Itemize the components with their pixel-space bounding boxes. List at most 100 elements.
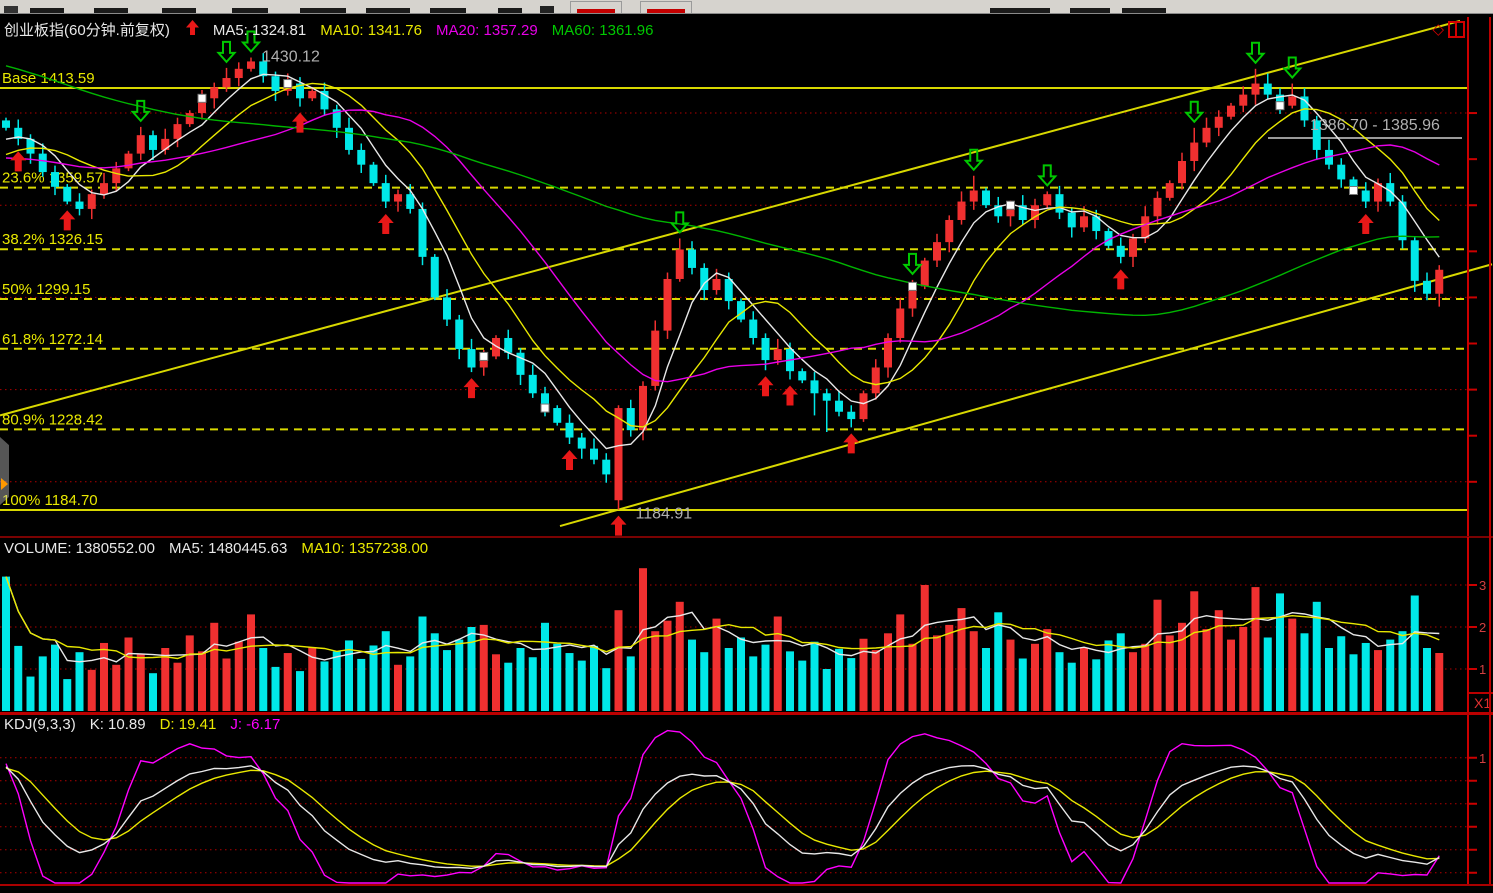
volume-bar[interactable] bbox=[210, 622, 219, 711]
volume-bar[interactable] bbox=[700, 652, 709, 711]
volume-bar[interactable] bbox=[283, 653, 292, 711]
volume-bar[interactable] bbox=[418, 616, 427, 712]
candle[interactable] bbox=[737, 298, 745, 323]
volume-bar[interactable] bbox=[798, 660, 807, 711]
anchor-square-icon[interactable] bbox=[540, 403, 550, 413]
candle[interactable] bbox=[1239, 86, 1248, 113]
volume-bar[interactable] bbox=[63, 679, 72, 711]
volume-bar[interactable] bbox=[1251, 587, 1260, 711]
volume-bar[interactable] bbox=[1227, 639, 1235, 711]
anchor-square-icon[interactable] bbox=[908, 281, 917, 291]
volume-bar[interactable] bbox=[896, 614, 905, 711]
volume-bar[interactable] bbox=[406, 656, 415, 711]
volume-bar[interactable] bbox=[577, 660, 586, 711]
volume-bar[interactable] bbox=[504, 662, 513, 711]
volume-bar[interactable] bbox=[969, 631, 978, 711]
trendline[interactable] bbox=[0, 19, 1461, 417]
volume-bar[interactable] bbox=[810, 641, 819, 711]
candle[interactable] bbox=[455, 314, 464, 360]
candle[interactable] bbox=[1129, 233, 1137, 268]
candle[interactable] bbox=[553, 405, 562, 426]
candle[interactable] bbox=[847, 405, 856, 428]
anchor-square-icon[interactable] bbox=[1006, 200, 1015, 210]
pane-label-x1[interactable]: X1 bbox=[1469, 692, 1493, 711]
volume-bar[interactable] bbox=[381, 631, 390, 711]
candle[interactable] bbox=[369, 161, 378, 186]
candle[interactable] bbox=[1337, 158, 1346, 188]
volume-bar[interactable] bbox=[822, 669, 831, 711]
volume-bar[interactable] bbox=[479, 624, 488, 711]
candle[interactable] bbox=[1288, 83, 1297, 109]
volume-bar[interactable] bbox=[749, 656, 758, 711]
volume-bar[interactable] bbox=[1337, 636, 1346, 711]
volume-bar[interactable] bbox=[394, 664, 402, 711]
menu-bar[interactable] bbox=[0, 0, 1493, 14]
candle[interactable] bbox=[859, 390, 868, 422]
toolbar-button-fragment[interactable] bbox=[570, 1, 622, 13]
volume-bar[interactable] bbox=[786, 651, 794, 711]
toolbar-button-fragment[interactable] bbox=[640, 1, 692, 13]
candle[interactable] bbox=[394, 189, 402, 212]
volume-bar[interactable] bbox=[222, 658, 231, 712]
candle[interactable] bbox=[933, 233, 941, 268]
candle[interactable] bbox=[222, 67, 231, 92]
candle[interactable] bbox=[345, 117, 353, 155]
volume-bar[interactable] bbox=[161, 648, 170, 711]
volume-bar[interactable] bbox=[528, 657, 537, 711]
volume-bar[interactable] bbox=[1398, 631, 1407, 711]
candle[interactable] bbox=[957, 191, 966, 225]
volume-bar[interactable] bbox=[553, 643, 562, 711]
candle[interactable] bbox=[51, 165, 59, 196]
candle[interactable] bbox=[185, 110, 194, 127]
candle[interactable] bbox=[1361, 182, 1370, 209]
menu-icon-fragment[interactable] bbox=[540, 6, 554, 13]
volume-bar[interactable] bbox=[1386, 639, 1395, 711]
volume-bar[interactable] bbox=[1067, 662, 1076, 711]
candle[interactable] bbox=[822, 388, 831, 433]
candle[interactable] bbox=[1116, 237, 1125, 264]
menu-item-fragment[interactable] bbox=[232, 8, 268, 13]
volume-bar[interactable] bbox=[75, 652, 84, 711]
volume-bar[interactable] bbox=[1190, 591, 1199, 711]
candle[interactable] bbox=[1178, 152, 1186, 190]
side-panel-expand-icon[interactable] bbox=[1, 478, 8, 490]
volume-bar[interactable] bbox=[1263, 637, 1272, 712]
volume-bar[interactable] bbox=[320, 661, 329, 711]
volume-bar[interactable] bbox=[38, 656, 47, 711]
volume-bar[interactable] bbox=[492, 654, 500, 711]
menu-item-fragment[interactable] bbox=[366, 8, 410, 13]
volume-bar[interactable] bbox=[308, 647, 317, 711]
volume-bar[interactable] bbox=[345, 640, 353, 711]
volume-bar[interactable] bbox=[614, 610, 623, 711]
candle[interactable] bbox=[418, 202, 427, 266]
volume-bar[interactable] bbox=[124, 637, 133, 712]
volume-bar[interactable] bbox=[2, 576, 10, 711]
volume-bar[interactable] bbox=[945, 624, 954, 711]
volume-bar[interactable] bbox=[602, 668, 611, 711]
volume-bar[interactable] bbox=[1006, 639, 1015, 711]
candle[interactable] bbox=[1214, 110, 1223, 137]
candle[interactable] bbox=[969, 175, 978, 210]
volume-bar[interactable] bbox=[1055, 652, 1064, 711]
candle[interactable] bbox=[1092, 209, 1101, 240]
candle[interactable] bbox=[835, 390, 843, 417]
volume-bar[interactable] bbox=[724, 648, 733, 711]
candle[interactable] bbox=[577, 432, 586, 459]
volume-bar[interactable] bbox=[994, 612, 1003, 711]
candle[interactable] bbox=[173, 117, 182, 148]
volume-bar[interactable] bbox=[443, 650, 451, 711]
candle[interactable] bbox=[1104, 228, 1113, 249]
volume-bar[interactable] bbox=[1031, 643, 1039, 711]
candle[interactable] bbox=[982, 187, 990, 209]
volume-bar[interactable] bbox=[1202, 629, 1211, 711]
volume-bar[interactable] bbox=[1178, 622, 1186, 711]
candle[interactable] bbox=[259, 53, 268, 83]
volume-bar[interactable] bbox=[516, 648, 525, 711]
side-panel-handle[interactable] bbox=[0, 437, 9, 505]
menu-item-fragment[interactable] bbox=[1122, 8, 1166, 13]
trendline[interactable] bbox=[559, 263, 1493, 528]
candle[interactable] bbox=[1300, 88, 1309, 127]
volume-bar[interactable] bbox=[1116, 633, 1125, 711]
anchor-square-icon[interactable] bbox=[283, 79, 293, 89]
volume-bar[interactable] bbox=[357, 658, 366, 711]
